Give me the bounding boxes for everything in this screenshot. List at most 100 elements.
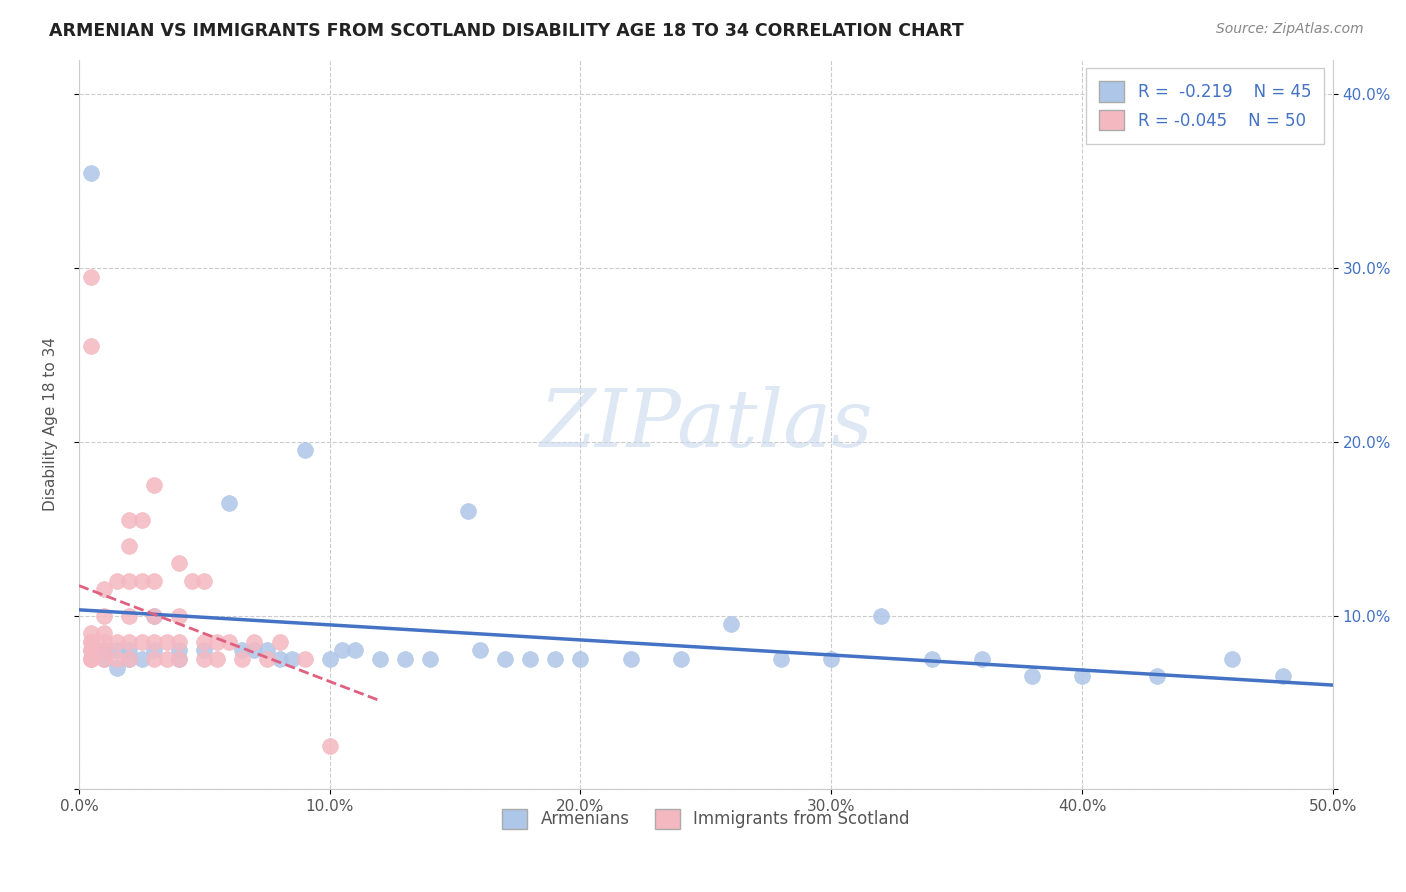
Point <box>143 574 166 588</box>
Point <box>118 652 141 666</box>
Point <box>118 643 141 657</box>
Point <box>143 643 166 657</box>
Point <box>131 513 153 527</box>
Point <box>80 652 103 666</box>
Point <box>1271 669 1294 683</box>
Point <box>105 634 128 648</box>
Point <box>231 652 253 666</box>
Point <box>970 652 993 666</box>
Point <box>243 634 266 648</box>
Point <box>93 643 115 657</box>
Point <box>93 634 115 648</box>
Point <box>921 652 943 666</box>
Point <box>1222 652 1244 666</box>
Point <box>80 165 103 179</box>
Point <box>770 652 793 666</box>
Point <box>131 634 153 648</box>
Point <box>319 739 342 753</box>
Point <box>93 652 115 666</box>
Point <box>118 574 141 588</box>
Point <box>368 652 391 666</box>
Point <box>118 513 141 527</box>
Point <box>294 443 316 458</box>
Point <box>80 634 103 648</box>
Point <box>269 652 291 666</box>
Point <box>1071 669 1094 683</box>
Point <box>143 634 166 648</box>
Point <box>80 625 103 640</box>
Point <box>143 652 166 666</box>
Point <box>167 643 190 657</box>
Point <box>167 652 190 666</box>
Point <box>281 652 304 666</box>
Point <box>205 652 228 666</box>
Point <box>294 652 316 666</box>
Point <box>870 608 893 623</box>
Text: ARMENIAN VS IMMIGRANTS FROM SCOTLAND DISABILITY AGE 18 TO 34 CORRELATION CHART: ARMENIAN VS IMMIGRANTS FROM SCOTLAND DIS… <box>49 22 965 40</box>
Point <box>193 652 215 666</box>
Point <box>80 652 103 666</box>
Point <box>105 643 128 657</box>
Text: Source: ZipAtlas.com: Source: ZipAtlas.com <box>1216 22 1364 37</box>
Point <box>143 608 166 623</box>
Point <box>193 574 215 588</box>
Point <box>143 478 166 492</box>
Point <box>93 608 115 623</box>
Point <box>118 634 141 648</box>
Point <box>243 643 266 657</box>
Point <box>131 652 153 666</box>
Point <box>167 634 190 648</box>
Point <box>156 634 179 648</box>
Point <box>519 652 541 666</box>
Point <box>167 557 190 571</box>
Point <box>143 608 166 623</box>
Point <box>180 574 202 588</box>
Point <box>269 634 291 648</box>
Point <box>105 660 128 674</box>
Point <box>1021 669 1043 683</box>
Point <box>820 652 842 666</box>
Legend: Armenians, Immigrants from Scotland: Armenians, Immigrants from Scotland <box>496 802 917 836</box>
Point <box>193 634 215 648</box>
Point <box>105 574 128 588</box>
Point <box>343 643 366 657</box>
Point <box>394 652 416 666</box>
Point <box>80 269 103 284</box>
Point <box>205 634 228 648</box>
Point <box>80 643 103 657</box>
Point <box>720 617 742 632</box>
Point <box>156 652 179 666</box>
Point <box>669 652 692 666</box>
Point <box>93 652 115 666</box>
Point <box>218 634 240 648</box>
Point <box>330 643 353 657</box>
Point <box>80 652 103 666</box>
Point <box>118 652 141 666</box>
Point <box>167 608 190 623</box>
Point <box>105 652 128 666</box>
Y-axis label: Disability Age 18 to 34: Disability Age 18 to 34 <box>44 337 58 511</box>
Point <box>93 582 115 597</box>
Point <box>569 652 592 666</box>
Point <box>1146 669 1168 683</box>
Point <box>193 643 215 657</box>
Point <box>118 608 141 623</box>
Point <box>256 643 278 657</box>
Text: ZIPatlas: ZIPatlas <box>538 385 873 463</box>
Point <box>118 539 141 553</box>
Point <box>494 652 516 666</box>
Point <box>218 495 240 509</box>
Point <box>93 625 115 640</box>
Point <box>80 634 103 648</box>
Point <box>256 652 278 666</box>
Point <box>470 643 492 657</box>
Point <box>131 574 153 588</box>
Point <box>544 652 567 666</box>
Point <box>93 643 115 657</box>
Point <box>457 504 479 518</box>
Point <box>620 652 643 666</box>
Point <box>80 339 103 353</box>
Point <box>319 652 342 666</box>
Point <box>231 643 253 657</box>
Point <box>167 652 190 666</box>
